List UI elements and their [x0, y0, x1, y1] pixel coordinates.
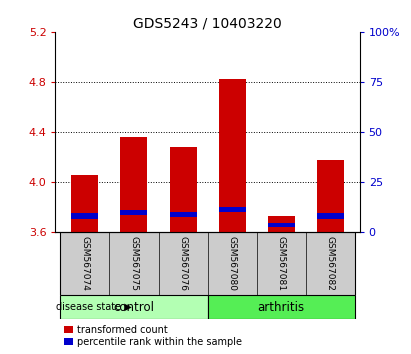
- Bar: [317, 160, 344, 232]
- Bar: [170, 212, 196, 217]
- Bar: [317, 213, 344, 218]
- Title: GDS5243 / 10403220: GDS5243 / 10403220: [133, 17, 282, 31]
- Bar: [268, 223, 295, 227]
- Bar: [60, 295, 208, 319]
- Text: control: control: [113, 301, 155, 314]
- Text: arthritis: arthritis: [258, 301, 305, 314]
- Bar: [208, 295, 355, 319]
- Text: GSM567076: GSM567076: [178, 236, 187, 291]
- Bar: [72, 175, 98, 232]
- Bar: [120, 210, 148, 215]
- Bar: [72, 213, 98, 218]
- Bar: [219, 207, 246, 212]
- Bar: [120, 137, 148, 232]
- Text: GSM567082: GSM567082: [326, 236, 335, 291]
- Legend: transformed count, percentile rank within the sample: transformed count, percentile rank withi…: [60, 321, 246, 351]
- Text: GSM567081: GSM567081: [277, 236, 286, 291]
- Text: GSM567075: GSM567075: [129, 236, 139, 291]
- Bar: [219, 80, 246, 232]
- Text: GSM567080: GSM567080: [228, 236, 237, 291]
- Bar: [268, 216, 295, 232]
- Text: disease state ▶: disease state ▶: [56, 302, 132, 312]
- Bar: [170, 147, 196, 232]
- Text: GSM567074: GSM567074: [81, 236, 90, 291]
